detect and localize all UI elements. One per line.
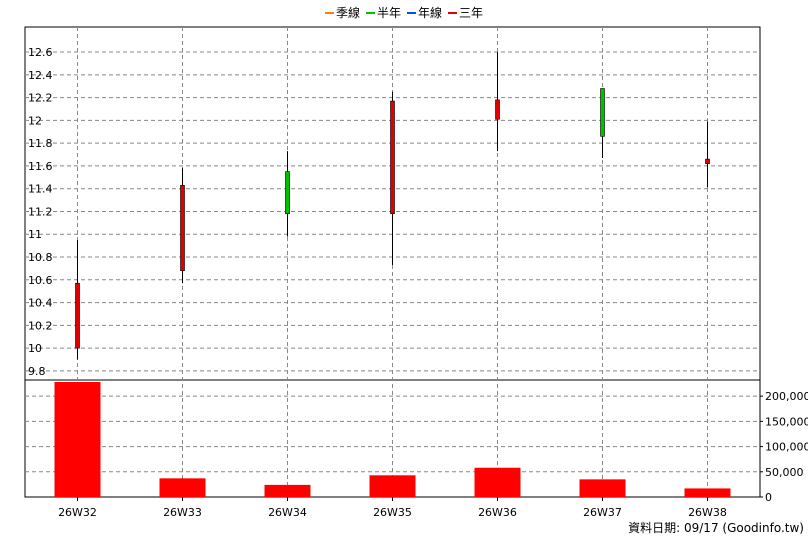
price-tick-label: 10 (28, 342, 42, 355)
legend-item: 三年 (448, 4, 483, 21)
price-tick-label: 10.4 (28, 297, 53, 310)
x-tick-label: 26W33 (163, 506, 202, 519)
volume-tick-label: 200,000 (765, 390, 808, 403)
legend: 季線 半年 年線 三年 (0, 4, 808, 21)
price-tick-label: 10.6 (28, 274, 53, 287)
price-tick-label: 10.2 (28, 319, 53, 332)
legend-label: 三年 (459, 6, 484, 20)
volume-bar (579, 479, 626, 497)
volume-bar (264, 484, 311, 497)
candle-body (75, 282, 80, 349)
volume-tick-label: 150,000 (765, 415, 808, 428)
price-tick-label: 12.2 (28, 92, 53, 105)
legend-swatch (407, 11, 416, 14)
volume-tick-label: 50,000 (765, 466, 804, 479)
price-tick-label: 9.8 (28, 365, 46, 378)
legend-swatch (365, 11, 375, 14)
price-tick-label: 12 (28, 114, 42, 127)
price-tick-label: 12.4 (28, 69, 53, 82)
legend-item: 年線 (407, 4, 442, 21)
x-tick-label: 26W35 (373, 506, 412, 519)
volume-tick-label: 100,000 (765, 441, 808, 454)
x-tick-label: 26W36 (478, 506, 517, 519)
x-tick-label: 26W34 (268, 506, 307, 519)
price-tick-label: 11.6 (28, 160, 53, 173)
data-date-credit: 資料日期: 09/17 (Goodinfo.tw) (628, 521, 804, 535)
price-tick-label: 11 (28, 228, 42, 241)
volume-bar (684, 488, 731, 497)
candle-body (495, 99, 500, 120)
x-tick-label: 26W32 (58, 506, 97, 519)
price-tick-label: 11.8 (28, 137, 53, 150)
x-tick-label: 26W37 (583, 506, 622, 519)
price-tick-label: 12.6 (28, 46, 53, 59)
volume-tick-label: 0 (765, 491, 772, 504)
volume-bar (54, 382, 101, 497)
legend-item: 季線 (324, 4, 360, 21)
legend-swatch (448, 11, 458, 14)
legend-label: 年線 (418, 6, 443, 20)
volume-bar (474, 467, 521, 497)
legend-swatch (324, 11, 334, 14)
legend-label: 季線 (335, 6, 360, 20)
candle-body (600, 88, 605, 137)
x-tick-label: 26W38 (688, 506, 727, 519)
price-tick-label: 10.8 (28, 251, 53, 264)
candle-body (285, 171, 290, 215)
candle-body (705, 158, 710, 164)
legend-item: 半年 (365, 4, 401, 21)
legend-label: 半年 (376, 6, 401, 20)
volume-bar (159, 478, 206, 497)
price-tick-label: 11.4 (28, 183, 53, 196)
volume-bar (369, 475, 416, 497)
candle-body (180, 184, 185, 271)
price-tick-label: 11.2 (28, 205, 53, 218)
candle-body (390, 100, 395, 215)
